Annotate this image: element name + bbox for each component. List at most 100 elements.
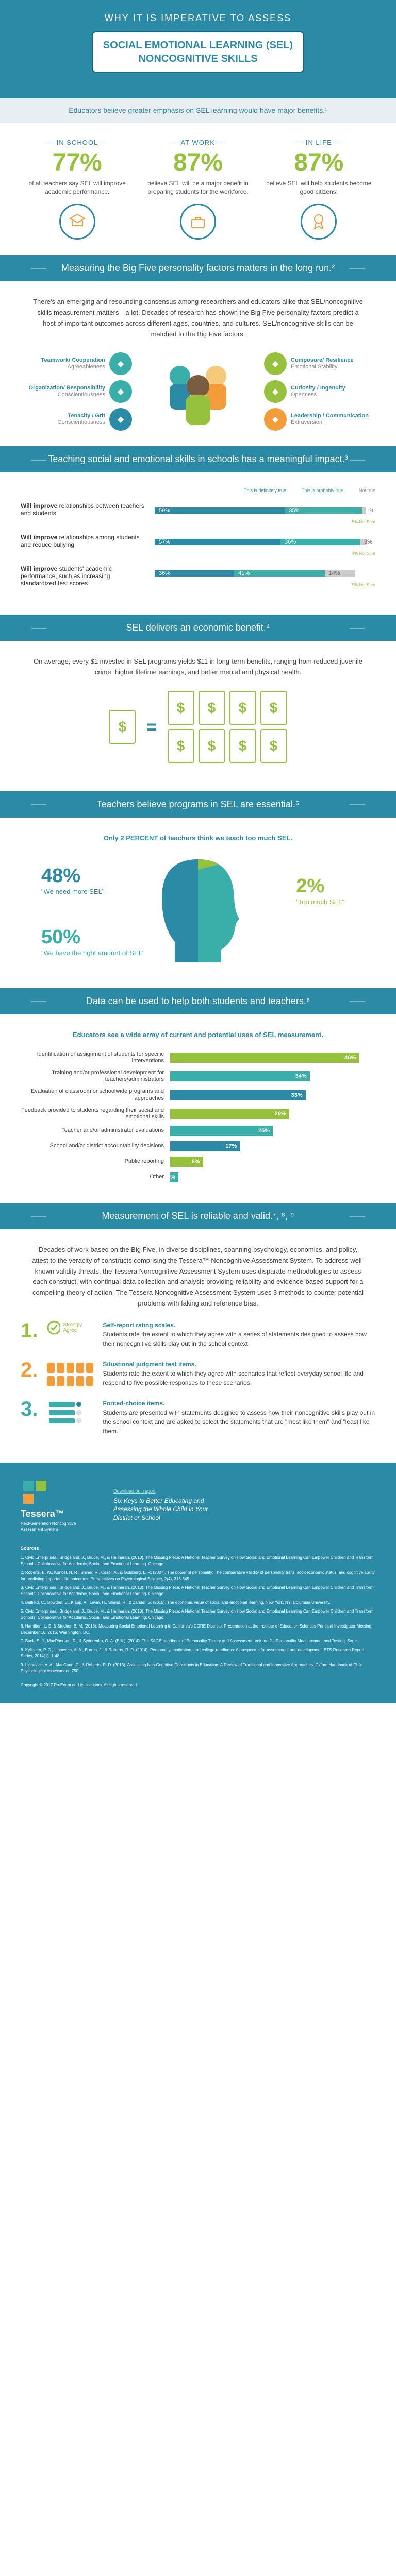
- dollar-bill-output: $: [260, 729, 287, 763]
- data-bar-row: Feedback provided to students regarding …: [21, 1107, 375, 1121]
- stat-pct: 87%: [141, 150, 254, 175]
- stat-context: — IN LIFE —: [262, 139, 375, 146]
- dollar-bill-input: $: [109, 710, 136, 744]
- head-silhouette: [149, 854, 247, 962]
- data-bar-row: Training and/or professional development…: [21, 1070, 375, 1083]
- dollar-bill-output: $: [260, 691, 287, 725]
- source-item: 9. Lipnevich, A. A., MacCann, C., & Robe…: [21, 1662, 375, 1674]
- impact-bar: 57% 36% 3%: [155, 534, 375, 550]
- stat-pct: 77%: [21, 150, 134, 175]
- factor-icon: ◆: [264, 408, 287, 431]
- page-footer: Tessera™ Next-Generation Noncognitive As…: [0, 1463, 396, 1703]
- economic-section: On average, every $1 invested in SEL pro…: [0, 641, 396, 791]
- dollar-bill-output: $: [199, 729, 225, 763]
- stat-card: — IN LIFE — 87% believe SEL will help st…: [262, 139, 375, 240]
- stat-card: — AT WORK — 87% believe SEL will be a ma…: [141, 139, 254, 240]
- data-bar-row: Other 2%: [21, 1172, 375, 1182]
- impact-row: Will improve relationships between teach…: [21, 502, 375, 524]
- method-icon: [47, 1360, 93, 1386]
- dollar-bill-output: $: [199, 691, 225, 725]
- big5-factor: ◆ Composure/ ResilienceEmotional Stabili…: [264, 352, 375, 375]
- source-item: 1. Civic Enterprises., Bridgeland, J., B…: [21, 1555, 375, 1567]
- factor-icon: ◆: [264, 380, 287, 403]
- data-bar-row: School and/or district accountability de…: [21, 1141, 375, 1151]
- data-bar-fill: 2%: [170, 1172, 178, 1182]
- factor-icon: ◆: [109, 380, 132, 403]
- source-item: 5. Civic Enterprises., Bridgeland, J., B…: [21, 1608, 375, 1621]
- source-item: 7. Buck, S. J., MacPherson, R., & Sydore…: [21, 1638, 375, 1645]
- teachers-section: Only 2 PERCENT of teachers think we teac…: [0, 818, 396, 988]
- stat-context: — IN SCHOOL —: [21, 139, 134, 146]
- ribbon-icon: [301, 204, 337, 240]
- data-bar-fill: 8%: [170, 1157, 203, 1167]
- toolbox-icon: [180, 204, 216, 240]
- page-header: WHY IT IS IMPERATIVE TO ASSESS SOCIAL EM…: [0, 0, 396, 98]
- stat-desc: of all teachers say SEL will improve aca…: [21, 179, 134, 197]
- data-bar-label: Other: [21, 1174, 170, 1180]
- equals-sign: =: [146, 716, 157, 738]
- data-bar-fill: 25%: [170, 1126, 273, 1136]
- stat-context: — AT WORK —: [141, 139, 254, 146]
- logo-name: Tessera™: [21, 1507, 93, 1520]
- source-item: 2. Roberts, B. W., Kuncel, N. R., Shiner…: [21, 1570, 375, 1582]
- benefits-blurb: Educators believe greater emphasis on SE…: [0, 98, 396, 123]
- data-bar-label: Identification or assignment of students…: [21, 1051, 170, 1064]
- stat-card: — IN SCHOOL — 77% of all teachers say SE…: [21, 139, 134, 240]
- data-bar-label: Evaluation of classroom or schoolwide pr…: [21, 1088, 170, 1101]
- data-bar-fill: 46%: [170, 1053, 359, 1063]
- method-row: 1. Strongly Agree Self-report rating sca…: [21, 1320, 375, 1348]
- impact-heading: Teaching social and emotional skills in …: [0, 446, 396, 472]
- data-bar-row: Teacher and/or administrator evaluations…: [21, 1126, 375, 1136]
- data-bar-row: Evaluation of classroom or schoolwide pr…: [21, 1088, 375, 1101]
- measurement-section: Decades of work based on the Big Five, i…: [0, 1229, 396, 1463]
- data-bar-label: Feedback provided to students regarding …: [21, 1107, 170, 1121]
- source-item: 8. Kyllonen, P. C., Lipnevich, A. A., Bu…: [21, 1647, 375, 1659]
- dollar-bill-output: $: [229, 729, 256, 763]
- big5-factor: ◆ Leadership / CommunicationExtraversion: [264, 408, 375, 431]
- data-bar-row: Identification or assignment of students…: [21, 1051, 375, 1064]
- download-block: Download our report Six Keys to Better E…: [113, 1488, 227, 1522]
- teachers-visual: 48% "We need more SEL" 50% "We have the …: [21, 854, 375, 962]
- data-uses-blurb: Educators see a wide array of current an…: [21, 1030, 375, 1041]
- source-item: 6. Hamilton, L. S. & Stecher, B. M. (201…: [21, 1623, 375, 1636]
- tessera-logo: Tessera™ Next-Generation Noncognitive As…: [21, 1478, 93, 1532]
- factor-icon: ◆: [264, 352, 287, 375]
- method-text: Self-report rating scales.Students rate …: [103, 1320, 375, 1348]
- factor-icon: ◆: [109, 352, 132, 375]
- economic-visual: $ = $$$$$$$$: [21, 691, 375, 763]
- data-bar-fill: 17%: [170, 1141, 240, 1151]
- logo-sub: Next-Generation Noncognitive Assessment …: [21, 1521, 93, 1532]
- method-row: 2. Situational judgment test items.Stude…: [21, 1360, 375, 1387]
- teachers-note: Only 2 PERCENT of teachers think we teac…: [21, 833, 375, 844]
- stat-desc: believe SEL will help students become go…: [262, 179, 375, 197]
- download-link[interactable]: Download our report: [113, 1488, 156, 1494]
- impact-label: Will improve relationships among student…: [21, 534, 147, 548]
- impact-notsure: 4% Not Sure: [155, 551, 375, 556]
- method-text: Situational judgment test items.Students…: [103, 1360, 375, 1387]
- impact-notsure: 9% Not Sure: [155, 583, 375, 587]
- impact-label: Will improve relationships between teach…: [21, 502, 147, 517]
- data-bar-fill: 34%: [170, 1071, 310, 1081]
- copyright: Copyright © 2017 ProExam and its licenso…: [21, 1682, 375, 1688]
- method-text: Forced-choice items.Students are present…: [103, 1399, 375, 1436]
- big5-section: There's an emerging and resounding conse…: [0, 281, 396, 446]
- big5-factor: ◆ Organization/ ResponsibilityConscienti…: [21, 380, 132, 403]
- download-title: Six Keys to Better Educating and Assessi…: [113, 1497, 227, 1522]
- impact-notsure: 5% Not Sure: [155, 520, 375, 524]
- method-icon: Strongly Agree: [47, 1320, 93, 1335]
- likert-icon: [47, 1363, 93, 1373]
- people-illustration: [142, 352, 254, 431]
- data-bar-fill: 29%: [170, 1109, 289, 1119]
- teachers-heading: Teachers believe programs in SEL are ess…: [0, 791, 396, 818]
- impact-label: Will improve students' academic performa…: [21, 565, 147, 587]
- impact-row: Will improve relationships among student…: [21, 534, 375, 556]
- callout-48: 48% "We need more SEL": [41, 865, 104, 896]
- economic-body: On average, every $1 invested in SEL pro…: [21, 656, 375, 678]
- big5-body: There's an emerging and resounding conse…: [21, 297, 375, 340]
- method-icon: [47, 1399, 93, 1427]
- dollar-bill-output: $: [168, 691, 194, 725]
- data-bar-fill: 33%: [170, 1090, 306, 1100]
- source-item: 4. Belfield, C., Bowden, B., Klapp, A., …: [21, 1600, 375, 1606]
- method-number: 2.: [21, 1360, 38, 1380]
- method-row: 3. Forced-choice items.Students are pres…: [21, 1399, 375, 1436]
